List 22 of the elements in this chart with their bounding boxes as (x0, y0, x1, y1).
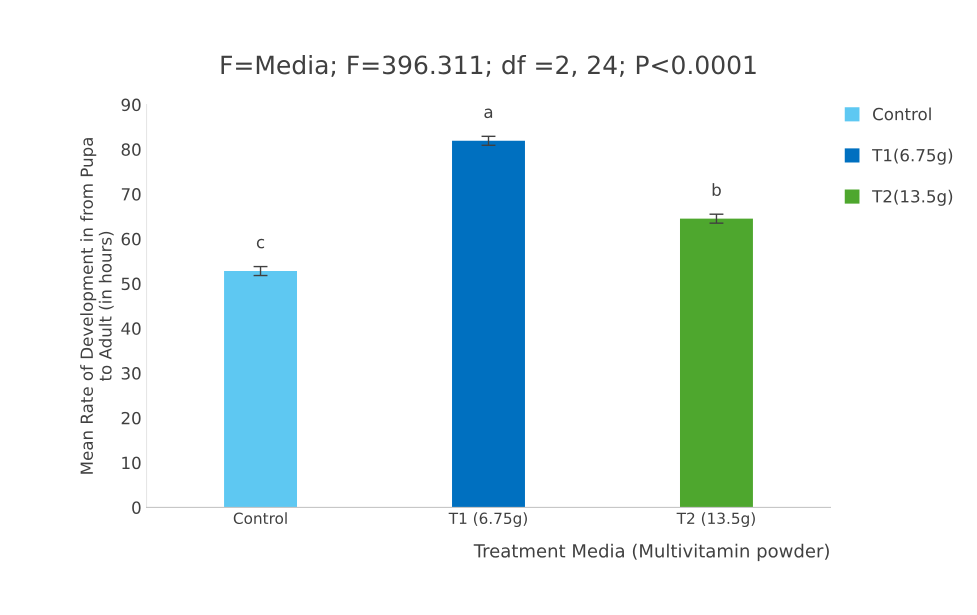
y-tick-label: 10 (122, 456, 141, 470)
y-tick-label: 40 (121, 322, 141, 335)
x-tick-label: Control (234, 512, 287, 524)
y-tick-label: 80 (122, 143, 141, 156)
y-tick-label: 30 (122, 367, 141, 380)
x-tick-label: T1 (6.75g) (448, 512, 527, 528)
y-tick-label: 90 (122, 98, 141, 112)
x-axis-title: Treatment Media (Multivitamin powder) (474, 544, 829, 562)
y-tick-label: 60 (122, 232, 141, 246)
legend-label: Control (873, 107, 931, 120)
x-tick-label: T2 (13.5g) (676, 512, 755, 528)
chart-title: F=Media; F=396.311; df =2, 24; P<0.0001 (222, 55, 756, 77)
annotation: b (712, 183, 721, 196)
y-tick-label: 0 (132, 501, 141, 514)
y-tick-label: 70 (122, 188, 141, 201)
y-axis-title: Mean Rate of Development in from Pupa to Adult (in hours) (80, 138, 114, 474)
legend-label: T2(13.5g) (872, 190, 952, 206)
y-tick-label: 20 (122, 412, 141, 424)
y-tick-label: 50 (122, 278, 141, 290)
annotation: a (484, 108, 492, 118)
legend-label: T1(6.75g) (872, 148, 952, 165)
annotation: c (256, 238, 264, 248)
